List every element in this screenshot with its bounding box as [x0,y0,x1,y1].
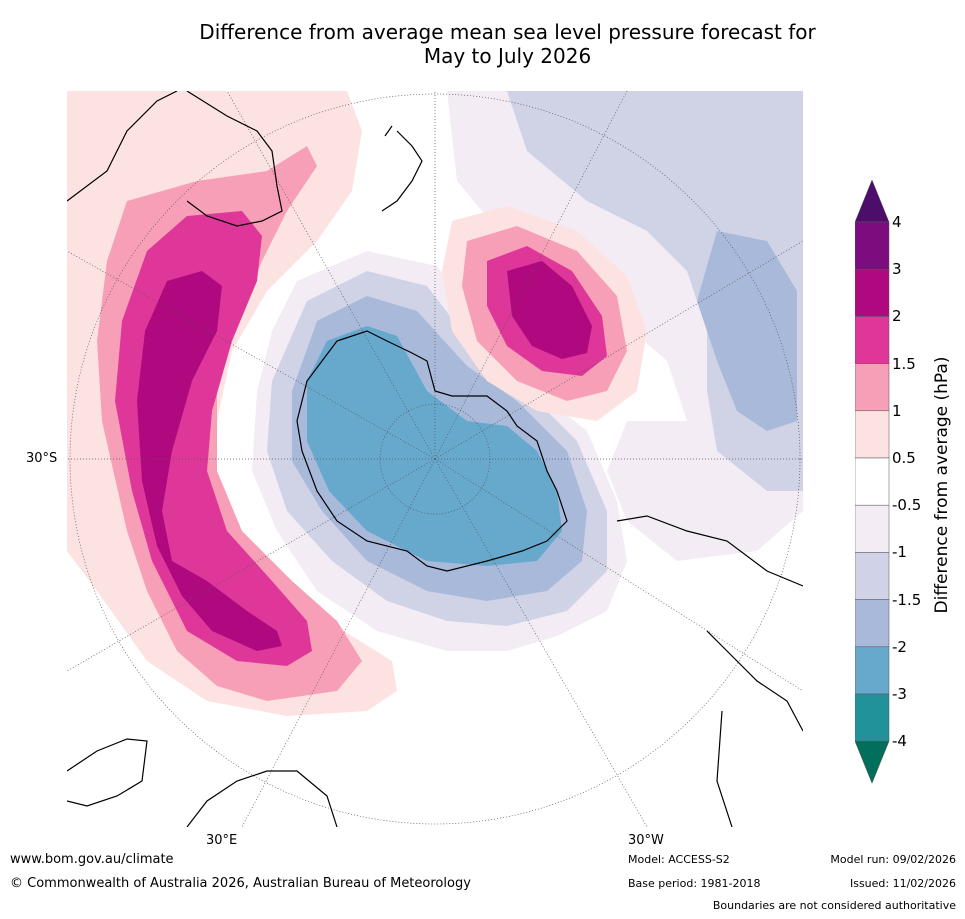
colorbar-extend-top [855,180,890,223]
south-america-coastline [616,515,803,827]
australia-coastline [67,91,283,227]
contour-2-west [137,271,282,651]
colorbar-tick-label: 2 [892,307,902,326]
colorbar-title: Difference from average (hPa) [932,356,952,614]
colorbar-segment [855,410,890,459]
chart-title: Difference from average mean sea level p… [150,20,865,68]
colorbar-segment [855,599,890,648]
africa-coastline [67,738,338,827]
footer-model: Model: ACCESS-S2 [628,853,730,866]
title-line-1: Difference from average mean sea level p… [199,20,816,44]
colorbar-segment [855,457,890,506]
meridian-line [434,240,803,460]
antarctica-coastline [296,330,568,572]
colorbar-tick-label: -2 [892,637,907,656]
colorbar-tick-label: 0.5 [892,449,916,467]
footer-base-period: Base period: 1981-2018 [628,877,761,890]
colorbar-segment [855,504,890,553]
colorbar-segment [855,363,890,412]
longitude-label-30w: 30°W [628,833,664,848]
colorbar-segment [855,316,890,364]
colorbar-segment [855,693,890,742]
colorbar-tick-label: -4 [892,732,907,751]
contour-minus-2-antarctic [307,326,562,566]
colorbar-tick-label: 4 [892,213,902,231]
meridian-line [434,91,628,460]
footer-copyright: © Commonwealth of Australia 2026, Austra… [10,876,471,891]
colorbar-segment [855,268,890,317]
coastlines [67,91,803,827]
colorbar-segment [855,221,890,270]
footer-disclaimer: Boundaries are not considered authoritat… [712,899,956,912]
colorbar-tick-label: 1 [892,401,902,420]
graticule [67,91,803,827]
contour-minus-1.5-east [697,231,797,431]
colorbar-tick-label: 3 [892,260,902,279]
colorbar-tick-label: -3 [892,685,907,703]
colorbar-tick-label: -1 [892,543,907,562]
colorbar-segment [855,646,890,695]
latitude-circle-30s [69,93,801,825]
title-line-2: May to July 2026 [423,44,592,68]
new-zealand-coastline [381,125,423,212]
footer-url[interactable]: www.bom.gov.au/climate [10,852,174,867]
footer-model-run: Model run: 09/02/2026 [830,853,956,866]
colorbar-extend-bottom [855,740,890,784]
longitude-label-30e: 30°E [206,833,238,848]
colorbar-segment [855,552,890,600]
contour-2-pacific [507,261,592,359]
footer-issued: Issued: 11/02/2026 [849,877,956,890]
colorbar-tick-label: -0.5 [892,496,922,515]
meridian-line [434,458,803,692]
colorbar-tick-label: -1.5 [892,590,922,609]
colorbar-tick-label: 1.5 [892,354,916,373]
meridian-line [241,458,436,827]
colorbar [855,180,890,784]
pressure-anomaly-map [67,91,803,827]
latitude-label-30s: 30°S [26,451,58,466]
